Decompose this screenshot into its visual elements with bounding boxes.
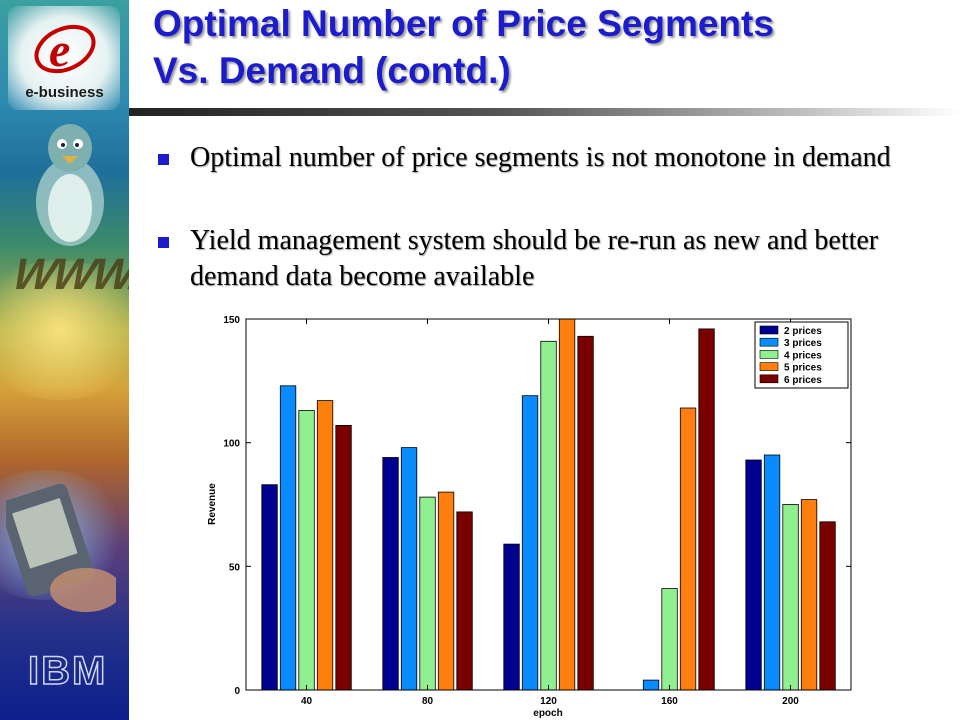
bar xyxy=(782,504,799,691)
sidebar-glow xyxy=(0,260,129,400)
x-axis: 40 80 120 160 200 xyxy=(301,319,799,707)
x-tick-label: 40 xyxy=(301,696,313,707)
legend-label: 4 prices xyxy=(784,350,822,361)
bullet-item: Yield management system should be re-run… xyxy=(158,223,908,295)
bar xyxy=(503,543,520,691)
handheld-device-icon xyxy=(6,483,116,612)
x-axis-label: epoch xyxy=(533,708,562,719)
penguin-icon xyxy=(36,124,104,246)
bar xyxy=(679,407,697,691)
bullet-text: Optimal number of price segments is not … xyxy=(190,142,891,173)
legend-swatch xyxy=(759,362,779,371)
ibm-logo-icon: IBM xyxy=(27,650,107,690)
slide-title: Optimal Number of Price Segments Vs. Dem… xyxy=(153,0,774,94)
bar xyxy=(558,318,576,691)
slide-title-line-2: Vs. Demand (contd.) xyxy=(153,50,511,91)
e-business-logo-icon: e xyxy=(34,24,96,77)
revenue-bar-chart: 0 50 100 150 40 80 120 160 200 Revenue epoch 2 … xyxy=(207,315,852,719)
slide-title-line-1: Optimal Number of Price Segments xyxy=(153,3,774,44)
e-business-logo-panel xyxy=(8,6,120,110)
bar-group xyxy=(261,318,836,691)
bar xyxy=(698,328,715,691)
bar xyxy=(540,340,557,691)
svg-text:IBM: IBM xyxy=(28,650,107,690)
y-axis-label: Revenue xyxy=(207,483,218,525)
bar xyxy=(819,521,836,691)
bar xyxy=(577,335,594,691)
svg-text:e: e xyxy=(49,24,70,77)
legend-label: 3 prices xyxy=(784,338,822,349)
bullet-square-icon xyxy=(158,154,169,165)
bullet-item: Optimal number of price segments is not … xyxy=(158,140,908,176)
y-tick-label: 50 xyxy=(229,562,241,573)
bar xyxy=(316,400,334,691)
bullet-text: Yield management system should be re-run… xyxy=(190,225,879,292)
bullet-square-icon xyxy=(158,237,169,248)
bar xyxy=(456,511,473,691)
legend-label: 5 prices xyxy=(784,363,822,374)
legend-label: 6 prices xyxy=(784,375,822,386)
bar xyxy=(661,588,678,691)
bar xyxy=(800,499,818,691)
x-tick-label: 120 xyxy=(540,696,557,707)
e-business-label: e-business xyxy=(25,84,104,101)
x-tick-label: 80 xyxy=(422,696,434,707)
bar xyxy=(419,496,436,691)
bar xyxy=(382,457,399,691)
y-axis: 0 50 100 150 xyxy=(223,315,851,697)
legend-swatch xyxy=(759,350,779,359)
bar xyxy=(521,395,539,691)
legend-swatch xyxy=(759,337,779,347)
y-tick-label: 150 xyxy=(223,315,240,326)
x-tick-label: 200 xyxy=(782,696,799,707)
y-tick-label: 100 xyxy=(223,439,240,450)
y-tick-label: 0 xyxy=(234,686,240,697)
bar xyxy=(763,454,781,691)
legend-swatch xyxy=(759,325,779,335)
legend-label: 2 prices xyxy=(784,326,822,337)
bar xyxy=(335,425,352,691)
www-graphic: WWW. xyxy=(8,250,129,299)
bar xyxy=(437,491,455,691)
decorative-sidebar: e e-business WWW. IBM xyxy=(0,0,129,720)
bar xyxy=(745,459,762,691)
bar xyxy=(642,679,660,691)
legend-swatch xyxy=(759,374,779,384)
x-tick-label: 160 xyxy=(661,696,678,707)
bar xyxy=(279,385,297,691)
bar xyxy=(400,447,418,691)
bar xyxy=(261,484,278,691)
bar xyxy=(298,410,315,691)
title-divider xyxy=(129,108,960,116)
